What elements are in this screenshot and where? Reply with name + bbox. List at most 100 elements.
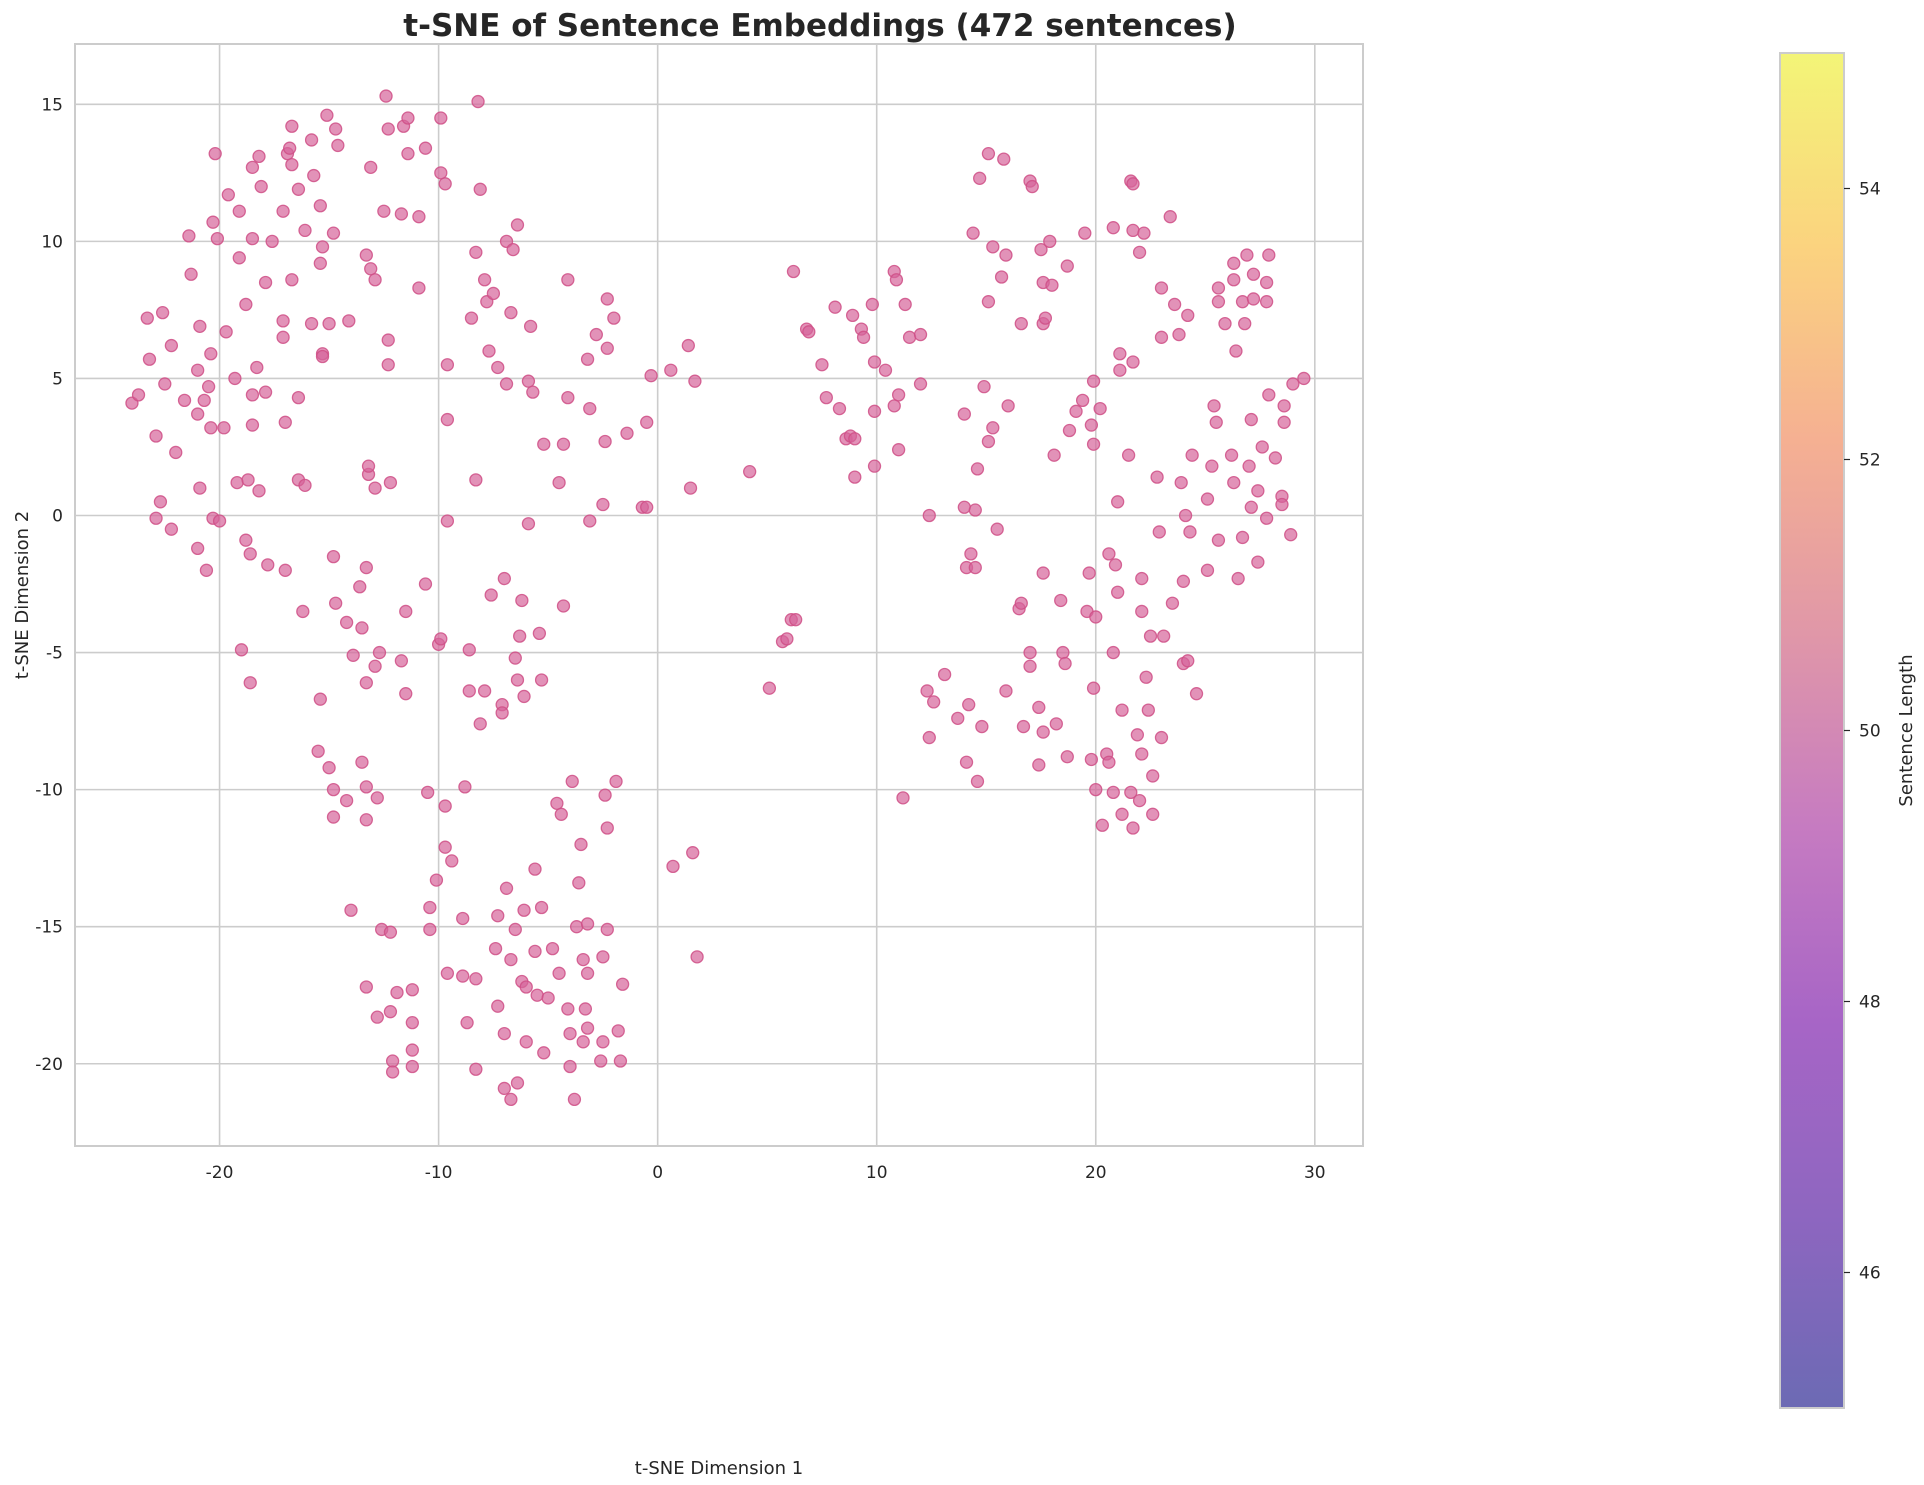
data-point	[394, 654, 409, 668]
data-point	[368, 273, 382, 287]
data-point	[1135, 604, 1149, 619]
data-point	[359, 248, 373, 262]
data-point	[339, 793, 354, 808]
data-point	[973, 171, 987, 185]
data-point	[423, 922, 437, 937]
data-point	[569, 920, 584, 934]
data-point	[970, 462, 985, 476]
data-point	[412, 281, 426, 295]
data-point	[1209, 415, 1223, 429]
colorbar-label: Sentence Length	[1896, 654, 1917, 806]
data-point	[596, 1035, 610, 1049]
data-point	[1218, 316, 1232, 331]
data-point	[169, 445, 183, 460]
data-point	[313, 692, 327, 706]
data-point	[1126, 177, 1140, 191]
data-point	[567, 1092, 582, 1107]
data-point	[469, 972, 483, 986]
data-point	[519, 1035, 533, 1049]
data-point	[681, 338, 695, 353]
data-point	[383, 475, 398, 490]
data-point	[951, 711, 965, 726]
data-point	[815, 358, 829, 372]
data-point	[265, 234, 279, 249]
data-point	[245, 160, 260, 175]
data-point	[469, 473, 483, 487]
data-point	[517, 903, 531, 917]
data-point	[234, 643, 249, 657]
data-point	[434, 111, 448, 125]
data-point	[878, 363, 893, 377]
data-point	[620, 426, 634, 440]
data-point	[1106, 221, 1120, 235]
data-point	[329, 596, 343, 610]
data-point	[596, 497, 610, 512]
data-point	[315, 240, 330, 254]
data-point	[1238, 316, 1252, 331]
data-point	[1001, 399, 1015, 413]
chart-title: t-SNE of Sentence Embeddings (472 senten…	[403, 8, 1237, 44]
data-point	[1207, 399, 1221, 413]
data-point	[600, 922, 614, 937]
data-point	[1056, 645, 1070, 660]
data-point	[574, 837, 588, 852]
data-point	[471, 94, 485, 109]
data-point	[405, 1015, 419, 1030]
data-point	[1062, 423, 1077, 438]
data-point	[891, 388, 906, 402]
data-point	[285, 273, 299, 287]
data-point	[1060, 259, 1074, 273]
data-point	[250, 360, 264, 375]
data-point	[368, 481, 382, 495]
data-point	[381, 358, 395, 372]
data-point	[206, 215, 220, 229]
data-point	[1259, 275, 1274, 290]
data-point	[598, 434, 612, 449]
data-point	[1251, 484, 1265, 498]
data-point	[331, 138, 345, 153]
colorbar-tick-label: 50	[1859, 722, 1881, 742]
data-point	[1200, 492, 1215, 506]
data-point	[1244, 412, 1258, 427]
data-point	[1165, 596, 1180, 610]
data-point	[563, 1059, 577, 1074]
data-point	[561, 390, 575, 405]
data-point	[405, 983, 419, 997]
data-point	[596, 950, 610, 964]
x-tick-label: 20	[1085, 1163, 1107, 1183]
data-point	[889, 273, 904, 287]
data-point	[1255, 440, 1269, 454]
data-point	[1154, 730, 1169, 745]
data-point	[896, 791, 910, 805]
data-point	[802, 325, 816, 339]
data-point	[1135, 747, 1149, 761]
data-point	[1036, 566, 1050, 580]
data-point	[1154, 281, 1169, 295]
data-point	[155, 305, 170, 320]
data-point	[1106, 785, 1120, 800]
data-point	[385, 1054, 400, 1068]
data-point	[1089, 610, 1103, 624]
data-point	[197, 393, 211, 408]
data-point	[193, 481, 207, 495]
data-point	[394, 207, 409, 221]
data-point	[182, 229, 196, 243]
data-point	[580, 352, 595, 366]
data-point	[1102, 755, 1116, 769]
data-point	[688, 374, 702, 388]
data-point	[383, 1005, 398, 1019]
data-point	[353, 580, 367, 594]
data-point	[499, 377, 514, 391]
data-point	[313, 256, 327, 270]
data-point	[322, 316, 336, 331]
data-point	[611, 1024, 625, 1038]
data-point	[473, 717, 487, 731]
data-point	[440, 412, 455, 427]
data-point	[521, 517, 536, 531]
data-point	[957, 500, 971, 514]
data-point	[149, 511, 163, 525]
data-point	[149, 429, 163, 443]
data-point	[429, 873, 444, 887]
data-point	[613, 1054, 628, 1068]
